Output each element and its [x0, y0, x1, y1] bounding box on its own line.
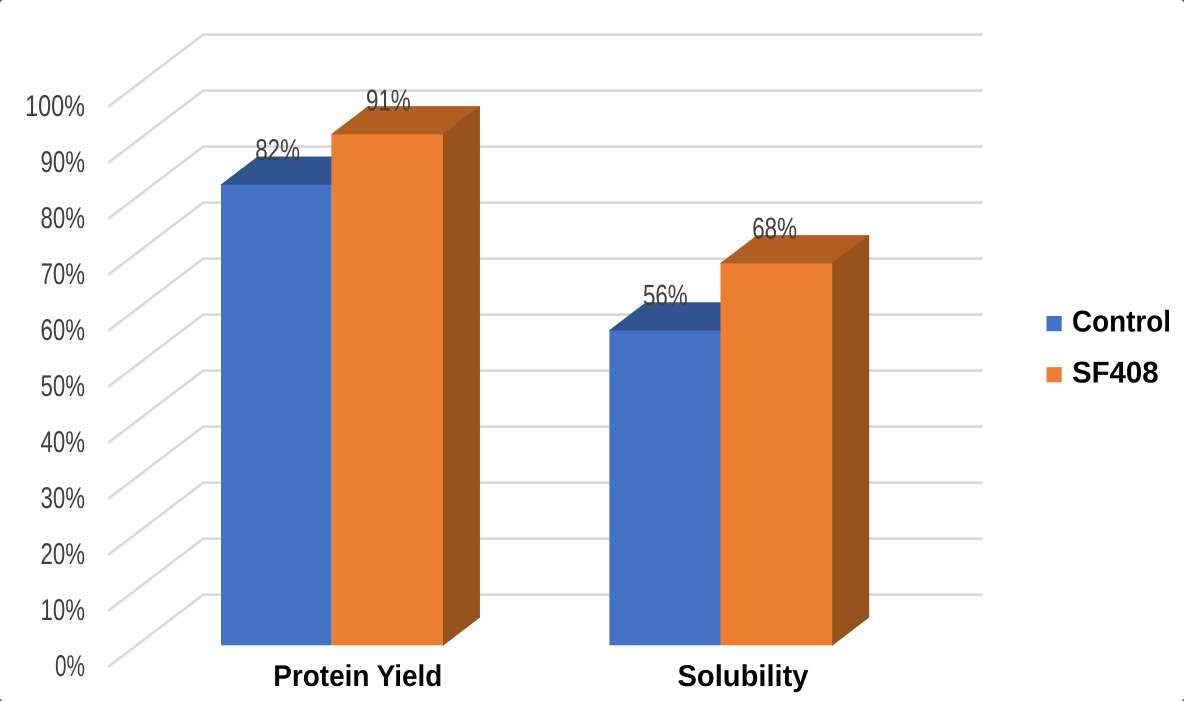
- svg-text:70%: 70%: [41, 258, 86, 291]
- svg-text:80%: 80%: [41, 202, 86, 235]
- svg-text:100%: 100%: [25, 90, 85, 123]
- svg-text:90%: 90%: [41, 146, 86, 179]
- svg-text:Protein Yield: Protein Yield: [273, 660, 442, 693]
- svg-text:82%: 82%: [255, 134, 300, 167]
- svg-text:68%: 68%: [752, 212, 797, 245]
- svg-text:20%: 20%: [41, 538, 86, 571]
- svg-text:30%: 30%: [41, 482, 86, 515]
- svg-text:56%: 56%: [643, 280, 688, 313]
- svg-text:SF408: SF408: [1072, 357, 1159, 390]
- svg-text:10%: 10%: [41, 594, 86, 627]
- svg-text:91%: 91%: [366, 84, 411, 117]
- svg-text:Solubility: Solubility: [678, 660, 809, 693]
- svg-text:Control: Control: [1072, 306, 1171, 339]
- svg-text:60%: 60%: [41, 314, 86, 347]
- svg-text:50%: 50%: [41, 370, 86, 403]
- svg-text:0%: 0%: [55, 650, 85, 683]
- svg-text:40%: 40%: [41, 426, 86, 459]
